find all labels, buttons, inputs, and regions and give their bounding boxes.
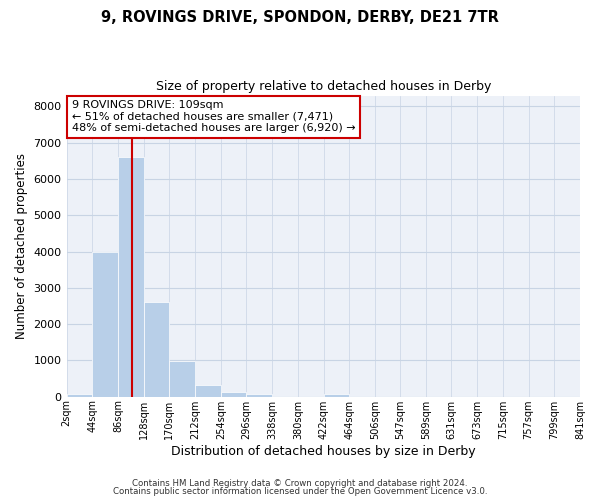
Bar [67,394,92,396]
Title: Size of property relative to detached houses in Derby: Size of property relative to detached ho… [155,80,491,93]
X-axis label: Distribution of detached houses by size in Derby: Distribution of detached houses by size … [171,444,476,458]
Text: 9 ROVINGS DRIVE: 109sqm
← 51% of detached houses are smaller (7,471)
48% of semi: 9 ROVINGS DRIVE: 109sqm ← 51% of detache… [71,100,355,134]
Text: Contains HM Land Registry data © Crown copyright and database right 2024.: Contains HM Land Registry data © Crown c… [132,478,468,488]
Bar [143,302,169,396]
Bar [118,157,143,396]
Text: 9, ROVINGS DRIVE, SPONDON, DERBY, DE21 7TR: 9, ROVINGS DRIVE, SPONDON, DERBY, DE21 7… [101,10,499,25]
Bar [221,392,247,396]
Bar [92,252,118,396]
Bar [169,362,195,396]
Bar [195,384,221,396]
Bar [323,394,349,396]
Y-axis label: Number of detached properties: Number of detached properties [15,153,28,339]
Bar [247,394,272,396]
Text: Contains public sector information licensed under the Open Government Licence v3: Contains public sector information licen… [113,487,487,496]
